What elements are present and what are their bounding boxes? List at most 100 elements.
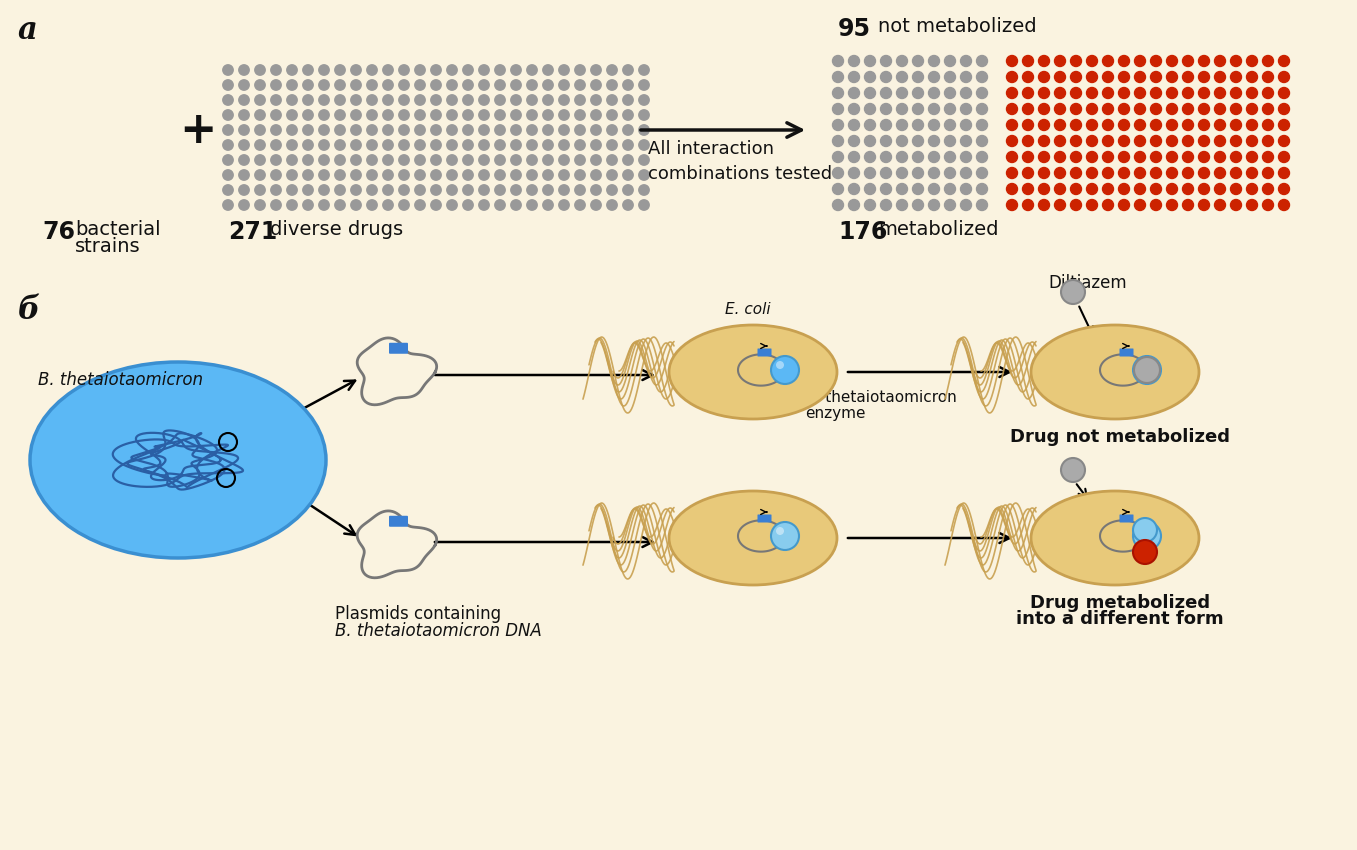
Circle shape — [463, 170, 474, 180]
Circle shape — [1007, 200, 1018, 211]
Text: B. thetaiotaomicron: B. thetaiotaomicron — [38, 371, 204, 389]
Circle shape — [255, 125, 265, 135]
Circle shape — [255, 184, 265, 196]
Circle shape — [527, 65, 537, 75]
Text: enzyme: enzyme — [805, 406, 866, 421]
Circle shape — [1023, 120, 1034, 131]
Circle shape — [1247, 104, 1258, 115]
Circle shape — [559, 110, 569, 120]
Circle shape — [864, 167, 875, 178]
Circle shape — [912, 184, 924, 195]
Circle shape — [239, 125, 250, 135]
Circle shape — [1262, 184, 1273, 195]
Circle shape — [1054, 88, 1065, 99]
Circle shape — [832, 88, 844, 99]
Circle shape — [527, 125, 537, 135]
Circle shape — [977, 184, 988, 195]
Circle shape — [623, 155, 634, 165]
Circle shape — [639, 184, 649, 196]
Circle shape — [1262, 167, 1273, 178]
Circle shape — [479, 110, 490, 120]
Circle shape — [319, 80, 330, 90]
Circle shape — [1198, 104, 1209, 115]
Circle shape — [607, 155, 617, 165]
Circle shape — [271, 139, 281, 150]
Circle shape — [303, 170, 313, 180]
Circle shape — [1262, 135, 1273, 146]
Circle shape — [1167, 167, 1178, 178]
Circle shape — [366, 95, 377, 105]
Text: б: б — [18, 295, 39, 326]
Circle shape — [351, 125, 361, 135]
Circle shape — [271, 65, 281, 75]
Circle shape — [1038, 184, 1049, 195]
Circle shape — [961, 200, 972, 211]
Circle shape — [1167, 184, 1178, 195]
Circle shape — [271, 184, 281, 196]
Circle shape — [977, 151, 988, 162]
Circle shape — [607, 170, 617, 180]
Circle shape — [1151, 200, 1162, 211]
Circle shape — [223, 65, 233, 75]
Circle shape — [510, 80, 521, 90]
Circle shape — [1071, 71, 1082, 82]
Circle shape — [575, 95, 585, 105]
Circle shape — [1102, 135, 1114, 146]
Circle shape — [1054, 104, 1065, 115]
Circle shape — [559, 139, 569, 150]
Circle shape — [1023, 184, 1034, 195]
Circle shape — [255, 155, 265, 165]
Circle shape — [239, 200, 250, 210]
Circle shape — [639, 80, 649, 90]
Circle shape — [881, 200, 892, 211]
Circle shape — [479, 95, 490, 105]
Circle shape — [415, 155, 425, 165]
Circle shape — [463, 95, 474, 105]
Circle shape — [1151, 55, 1162, 66]
Circle shape — [1054, 167, 1065, 178]
Circle shape — [623, 125, 634, 135]
Circle shape — [239, 110, 250, 120]
Circle shape — [415, 125, 425, 135]
Circle shape — [415, 110, 425, 120]
Circle shape — [928, 200, 939, 211]
Circle shape — [1102, 104, 1114, 115]
Circle shape — [1198, 135, 1209, 146]
Circle shape — [575, 184, 585, 196]
Circle shape — [399, 139, 410, 150]
Circle shape — [639, 110, 649, 120]
Circle shape — [575, 200, 585, 210]
Circle shape — [1133, 522, 1162, 550]
Circle shape — [881, 135, 892, 146]
Circle shape — [239, 155, 250, 165]
Circle shape — [255, 65, 265, 75]
Circle shape — [1071, 184, 1082, 195]
Circle shape — [430, 110, 441, 120]
Circle shape — [1134, 135, 1145, 146]
Circle shape — [479, 65, 490, 75]
Circle shape — [1071, 135, 1082, 146]
Circle shape — [590, 95, 601, 105]
Circle shape — [1071, 120, 1082, 131]
Circle shape — [303, 110, 313, 120]
Circle shape — [928, 104, 939, 115]
Circle shape — [271, 125, 281, 135]
Circle shape — [479, 125, 490, 135]
Circle shape — [351, 95, 361, 105]
Circle shape — [495, 200, 505, 210]
Circle shape — [897, 200, 908, 211]
Circle shape — [575, 110, 585, 120]
Circle shape — [446, 125, 457, 135]
Circle shape — [944, 200, 955, 211]
Circle shape — [848, 167, 859, 178]
Circle shape — [1167, 55, 1178, 66]
Circle shape — [1247, 120, 1258, 131]
Circle shape — [1182, 135, 1194, 146]
Circle shape — [1167, 151, 1178, 162]
Circle shape — [351, 65, 361, 75]
Circle shape — [1151, 151, 1162, 162]
Text: Diltiazem: Diltiazem — [1048, 274, 1126, 292]
Circle shape — [223, 184, 233, 196]
Circle shape — [415, 184, 425, 196]
Circle shape — [1247, 135, 1258, 146]
